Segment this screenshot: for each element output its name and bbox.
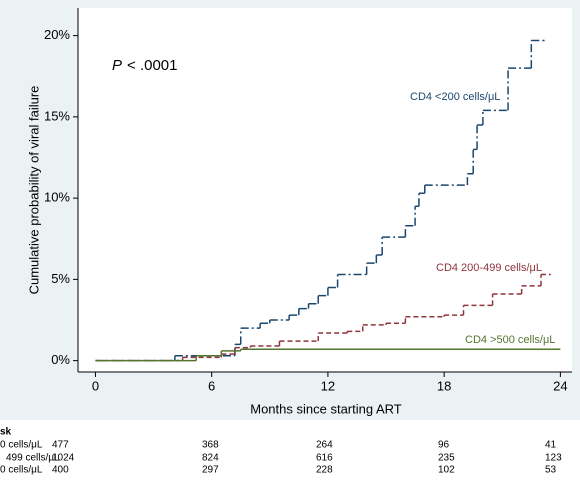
risk-value: 102 — [438, 465, 455, 476]
risk-value: 235 — [438, 453, 455, 464]
risk-value: 477 — [52, 440, 69, 451]
risk-value: 123 — [545, 453, 562, 464]
risk-value: 96 — [438, 440, 450, 451]
risk-value: 297 — [202, 465, 219, 476]
risk-value: 1024 — [52, 453, 75, 464]
y-tick-label: 10% — [44, 190, 70, 205]
risk-value: 264 — [316, 440, 333, 451]
risk-value: 228 — [316, 465, 333, 476]
x-tick-label: 24 — [553, 378, 567, 393]
x-tick-label: 0 — [92, 378, 99, 393]
x-axis-title: Months since starting ART — [250, 401, 402, 416]
risk-row-label: 499 cells/μL — [6, 453, 60, 464]
risk-value: 53 — [545, 465, 557, 476]
risk-row-label: 0 cells/μL — [0, 440, 43, 451]
x-tick-label: 12 — [321, 378, 335, 393]
x-tick-label: 6 — [208, 378, 215, 393]
risk-value: 400 — [52, 465, 69, 476]
risk-value: 824 — [202, 453, 219, 464]
y-tick-label: 5% — [51, 271, 70, 286]
y-tick-label: 20% — [44, 27, 70, 42]
series-label: CD4 200-499 cells/μL — [436, 262, 542, 274]
risk-header: sk — [0, 427, 12, 438]
plot-area — [78, 8, 572, 372]
risk-value: 41 — [545, 440, 557, 451]
series-label: CD4 <200 cells/μL — [410, 91, 500, 103]
y-tick-label: 0% — [51, 352, 70, 367]
annotation-italic: P — [112, 57, 122, 74]
risk-value: 368 — [202, 440, 219, 451]
risk-value: 616 — [316, 453, 333, 464]
y-axis-title: Cumulative probability of viral failure — [26, 86, 41, 295]
x-tick-label: 18 — [437, 378, 451, 393]
series-label: CD4 >500 cells/μL — [465, 334, 555, 346]
annotation-text: < .0001 — [127, 57, 177, 74]
annotation: P < .0001 — [112, 57, 177, 74]
risk-row-label: 0 cells/μL — [0, 465, 43, 476]
y-tick-label: 15% — [44, 108, 70, 123]
